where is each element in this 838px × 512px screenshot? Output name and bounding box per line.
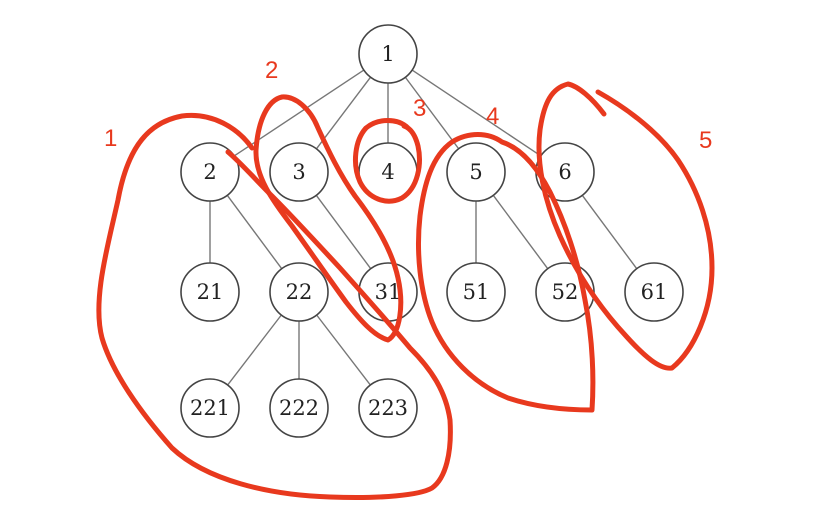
tree-node-221: 221	[180, 378, 240, 438]
node-label-1: 1	[381, 42, 394, 66]
edge-5-52	[492, 194, 549, 270]
edge-2-22	[226, 194, 283, 270]
tree-nodes: 1 2 3 4 5 6 21 22 31 51 52 61 221 222 223	[180, 24, 684, 438]
node-label-22: 22	[286, 280, 313, 304]
group-3-label: 3	[413, 95, 426, 122]
tree-node-22: 22	[269, 262, 329, 322]
tree-node-1: 1	[358, 24, 418, 84]
tree-node-223: 223	[358, 378, 418, 438]
node-label-2: 2	[203, 160, 216, 184]
group-1-stroke	[96, 112, 453, 501]
node-label-221: 221	[190, 396, 230, 420]
node-circle-1	[358, 24, 418, 84]
node-circle-2	[180, 142, 240, 202]
tree-node-5: 5	[446, 142, 506, 202]
node-label-61: 61	[641, 280, 668, 304]
tree-node-61: 61	[624, 262, 684, 322]
group-4-stroke	[416, 132, 596, 413]
group-1-label: 1	[104, 125, 117, 152]
node-circle-223	[358, 378, 418, 438]
node-circle-22	[269, 262, 329, 322]
node-circle-51	[446, 262, 506, 322]
node-label-3: 3	[292, 160, 305, 184]
node-circle-5	[446, 142, 506, 202]
node-circle-222	[269, 378, 329, 438]
tree-edges	[209, 69, 638, 386]
node-circle-61	[624, 262, 684, 322]
group-2-stroke	[253, 94, 404, 343]
group-labels: 1 2 3 4 5	[104, 57, 712, 154]
edge-6-61	[581, 194, 638, 270]
node-label-223: 223	[368, 396, 408, 420]
node-label-52: 52	[552, 280, 579, 304]
group-2-label: 2	[265, 57, 278, 84]
group-4-label: 4	[486, 103, 499, 130]
hand-drawn-groupings	[96, 81, 715, 501]
group-5-label: 5	[699, 127, 712, 154]
tree-node-222: 222	[269, 378, 329, 438]
tree-node-3: 3	[269, 142, 329, 202]
node-label-21: 21	[197, 280, 224, 304]
node-circle-221	[180, 378, 240, 438]
tree-node-51: 51	[446, 262, 506, 322]
group-3-stroke	[352, 118, 422, 204]
group-5-stroke	[536, 81, 715, 371]
tree-node-31: 31	[358, 262, 418, 322]
edge-1-3	[315, 76, 372, 150]
edge-3-31	[315, 194, 372, 270]
edge-1-5	[404, 76, 460, 150]
node-circle-3	[269, 142, 329, 202]
node-label-6: 6	[558, 160, 571, 184]
edge-22-223	[316, 314, 371, 386]
node-label-5: 5	[469, 160, 482, 184]
tree-node-2: 2	[180, 142, 240, 202]
edge-1-6	[411, 69, 542, 157]
node-label-222: 222	[279, 396, 319, 420]
node-label-51: 51	[463, 280, 490, 304]
edge-22-221	[227, 314, 282, 386]
tree-node-21: 21	[180, 262, 240, 322]
node-circle-21	[180, 262, 240, 322]
node-label-4: 4	[381, 160, 394, 184]
